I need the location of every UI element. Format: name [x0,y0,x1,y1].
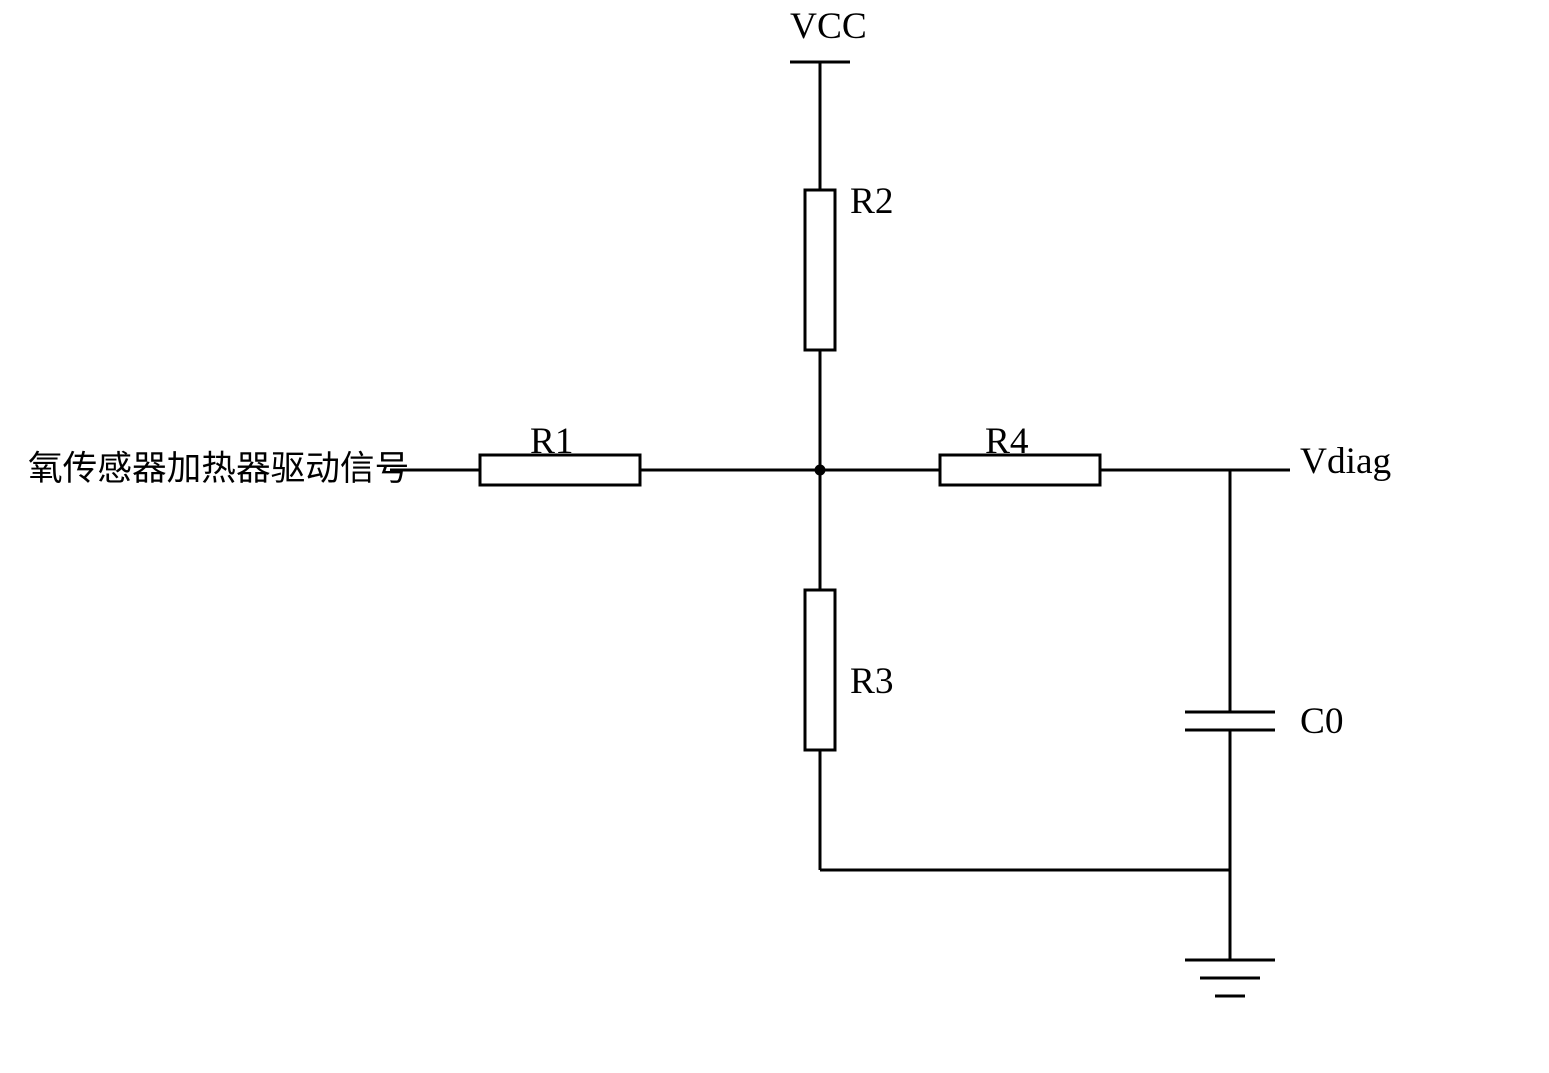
resistor-r3 [805,590,835,750]
label-vcc: VCC [790,5,867,48]
circuit-diagram [0,0,1549,1073]
label-r4: R4 [985,420,1029,463]
resistor-r2 [805,190,835,350]
junction-center [816,466,824,474]
label-vdiag: Vdiag [1300,440,1391,483]
label-r3: R3 [850,660,894,703]
label-r2: R2 [850,180,894,223]
label-r1: R1 [530,420,574,463]
label-input-signal: 氧传感器加热器驱动信号 [28,440,409,490]
label-c0: C0 [1300,700,1344,743]
